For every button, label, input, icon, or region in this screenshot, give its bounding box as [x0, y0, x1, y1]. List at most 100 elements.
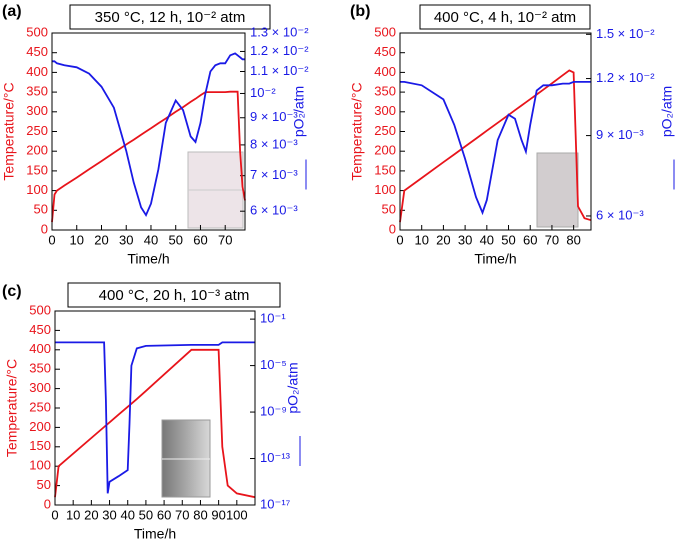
data-line [52, 52, 245, 218]
y2-tick-label: 1.3 × 10⁻² [250, 24, 309, 39]
panel-label: (b) [350, 3, 370, 20]
y2-tick-label: 1.2 × 10⁻² [250, 43, 309, 58]
x-tick-label: 60 [523, 232, 537, 247]
chart-title: 400 °C, 20 h, 10⁻³ atm [99, 287, 250, 304]
y2-tick-label: 10⁻² [250, 85, 276, 100]
x-tick-label: 30 [458, 232, 472, 247]
y-tick-label: 400 [374, 64, 396, 79]
y-tick-label: 350 [374, 84, 396, 99]
y-tick-label: 100 [29, 458, 51, 473]
y-tick-label: 100 [26, 182, 48, 197]
y-tick-label: 200 [26, 143, 48, 158]
y-tick-label: 300 [29, 380, 51, 395]
y2-tick-label: 7 × 10⁻³ [250, 167, 298, 182]
x-tick-label: 100 [226, 507, 248, 522]
y-tick-label: 50 [382, 202, 396, 217]
y-tick-label: 450 [26, 44, 48, 59]
chart-title: 400 °C, 4 h, 10⁻² atm [434, 9, 576, 26]
y2-tick-label: 10⁻⁵ [260, 357, 287, 372]
y-tick-label: 50 [37, 477, 51, 492]
y-tick-label: 500 [374, 24, 396, 39]
plot-frame [54, 310, 256, 506]
x-tick-label: 60 [193, 232, 207, 247]
y-tick-label: 500 [26, 24, 48, 39]
x-tick-label: 80 [566, 232, 580, 247]
y-tick-label: 450 [29, 322, 51, 337]
y2-tick-label: 9 × 10⁻³ [596, 127, 644, 142]
y2-axis-label: pO₂/atm [285, 362, 301, 413]
y-axis-label: Temperature/°C [349, 82, 365, 180]
y-tick-label: 0 [44, 496, 51, 511]
y2-tick-label: 8 × 10⁻³ [250, 136, 298, 151]
x-tick-label: 20 [436, 232, 450, 247]
y-tick-label: 0 [41, 221, 48, 236]
y2-tick-label: 6 × 10⁻³ [250, 203, 298, 218]
y2-tick-label: 1.5 × 10⁻² [596, 26, 655, 41]
y-tick-label: 500 [29, 302, 51, 317]
x-tick-label: 40 [480, 232, 494, 247]
y2-tick-label: 10⁻¹ [260, 311, 286, 326]
x-tick-label: 70 [218, 232, 232, 247]
data-line [51, 90, 246, 223]
y-tick-label: 100 [374, 182, 396, 197]
panel-label: (c) [2, 283, 22, 300]
y2-tick-label: 10⁻⁹ [260, 403, 287, 418]
y-tick-label: 200 [374, 143, 396, 158]
x-axis-label: Time/h [134, 526, 176, 542]
x-tick-label: 20 [84, 507, 98, 522]
title-box [69, 4, 271, 30]
data-line [400, 81, 591, 216]
x-tick-label: 60 [157, 507, 171, 522]
y-tick-label: 150 [374, 162, 396, 177]
y2-tick-label: 9 × 10⁻³ [250, 109, 298, 124]
x-tick-label: 0 [396, 232, 403, 247]
y-tick-label: 400 [26, 64, 48, 79]
x-tick-label: 40 [144, 232, 158, 247]
inset-photo [536, 152, 579, 228]
x-tick-label: 30 [102, 507, 116, 522]
y2-axis-label: pO₂/atm [659, 86, 675, 137]
y-tick-label: 150 [26, 162, 48, 177]
y-tick-label: 200 [29, 419, 51, 434]
x-tick-label: 70 [545, 232, 559, 247]
x-tick-label: 0 [48, 232, 55, 247]
x-tick-label: 10 [66, 507, 80, 522]
panel-label: (a) [2, 3, 22, 20]
y2-tick-label: 1.1 × 10⁻² [250, 63, 309, 78]
title-box [419, 4, 591, 30]
x-tick-label: 30 [119, 232, 133, 247]
y-tick-label: 0 [389, 221, 396, 236]
y2-axis-label: pO₂/atm [291, 86, 307, 137]
data-line [54, 348, 256, 499]
data-line [55, 341, 255, 494]
y-tick-label: 250 [374, 123, 396, 138]
y-tick-label: 150 [29, 438, 51, 453]
y-tick-label: 250 [26, 123, 48, 138]
x-tick-label: 70 [175, 507, 189, 522]
y2-tick-label: 10⁻¹⁷ [260, 496, 291, 511]
x-tick-label: 50 [501, 232, 515, 247]
y-tick-label: 350 [26, 84, 48, 99]
y-axis-label: Temperature/°C [1, 82, 17, 180]
y-tick-label: 450 [374, 44, 396, 59]
y-tick-label: 300 [26, 103, 48, 118]
y-axis-label: Temperature/°C [4, 359, 20, 457]
data-line [399, 69, 592, 223]
x-tick-label: 80 [193, 507, 207, 522]
x-tick-label: 0 [51, 507, 58, 522]
y-tick-label: 350 [29, 361, 51, 376]
x-tick-label: 50 [168, 232, 182, 247]
x-axis-label: Time/h [474, 251, 516, 267]
x-tick-label: 90 [211, 507, 225, 522]
chart-title: 350 °C, 12 h, 10⁻² atm [95, 9, 246, 26]
y-tick-label: 400 [29, 341, 51, 356]
y-tick-label: 250 [29, 399, 51, 414]
title-box [67, 282, 281, 308]
x-tick-label: 50 [139, 507, 153, 522]
plot-frame [51, 32, 246, 231]
x-tick-label: 10 [414, 232, 428, 247]
y-tick-label: 50 [34, 202, 48, 217]
plot-frame [399, 32, 592, 231]
